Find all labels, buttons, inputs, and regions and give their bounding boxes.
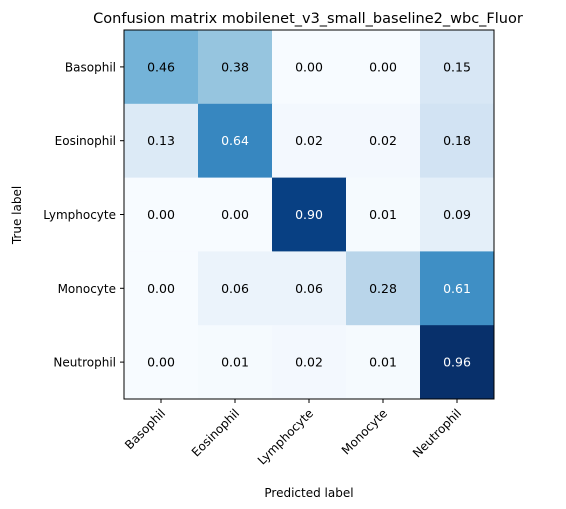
- cell-value-label: 0.00: [147, 207, 175, 222]
- cell-value-label: 0.01: [369, 207, 397, 222]
- cell-value-label: 0.13: [147, 133, 175, 148]
- cell-value-label: 0.01: [369, 355, 397, 370]
- cell-value-label: 0.90: [295, 207, 323, 222]
- cell-value-label: 0.00: [147, 281, 175, 296]
- y-tick-label: Lymphocyte: [43, 208, 116, 222]
- heatmap-cell: [124, 251, 199, 326]
- heatmap-cell: [346, 103, 421, 179]
- x-tick-label: Monocyte: [339, 406, 390, 457]
- cell-value-label: 0.15: [443, 59, 471, 74]
- heatmap-cell: [198, 325, 273, 400]
- cell-value-label: 0.38: [221, 59, 249, 74]
- cell-value-label: 0.18: [443, 133, 471, 148]
- heatmap-cell: [420, 177, 495, 252]
- x-tick-label: Eosinophil: [189, 406, 242, 459]
- cell-value-label: 0.61: [443, 281, 471, 296]
- heatmap-cell: [272, 103, 347, 179]
- heatmap-cell: [346, 325, 421, 400]
- x-tick-label: Lymphocyte: [255, 406, 316, 467]
- heatmap-cell: [198, 251, 273, 326]
- heatmap-cell: [124, 103, 199, 179]
- y-tick-label: Neutrophil: [53, 356, 116, 370]
- cell-value-label: 0.09: [443, 207, 471, 222]
- heatmap-cell: [420, 30, 495, 105]
- x-tick-label: Basophil: [122, 406, 168, 452]
- x-axis-label: Predicted label: [264, 486, 353, 500]
- heatmap-cell: [124, 177, 199, 252]
- heatmap-cell: [346, 177, 421, 252]
- cell-value-label: 0.06: [295, 281, 323, 296]
- cell-value-label: 0.02: [295, 133, 323, 148]
- cell-value-label: 0.02: [295, 355, 323, 370]
- y-tick-label: Eosinophil: [55, 134, 116, 148]
- heatmap-cell: [420, 325, 495, 400]
- cell-value-label: 0.96: [443, 355, 471, 370]
- heatmap-cell: [272, 30, 347, 105]
- heatmap-cell: [420, 103, 495, 179]
- cell-value-label: 0.28: [369, 281, 397, 296]
- x-axis-ticks: Basophil Eosinophil Lymphocyte Monocyte Neut…: [122, 399, 464, 468]
- heatmap-cell: [198, 103, 273, 179]
- cell-value-label: 0.64: [221, 133, 249, 148]
- heatmap-cell: [272, 325, 347, 400]
- heatmap-cell: [272, 177, 347, 252]
- heatmap-cell: [198, 30, 273, 105]
- heatmap-cell: [272, 251, 347, 326]
- cell-value-label: 0.00: [295, 59, 323, 74]
- x-tick-label: Neutrophil: [410, 406, 464, 460]
- cell-value-label: 0.02: [369, 133, 397, 148]
- cell-value-labels: 0.46 0.38 0.00 0.00 0.15 0.13 0.64 0.02 0.02 0.18…: [147, 59, 471, 369]
- y-tick-label: Basophil: [65, 60, 116, 74]
- cell-value-label: 0.00: [369, 59, 397, 74]
- cell-value-label: 0.01: [221, 355, 249, 370]
- y-tick-label: Monocyte: [58, 282, 116, 296]
- heatmap-cells: [124, 30, 495, 400]
- heatmap-cell: [198, 177, 273, 252]
- cell-value-label: 0.46: [147, 59, 175, 74]
- y-axis-label: True label: [10, 186, 24, 245]
- y-axis-ticks: Basophil Eosinophil Lymphocyte Monocyte Neut…: [43, 60, 124, 370]
- chart-title: Confusion matrix mobilenet_v3_small_base…: [93, 11, 523, 27]
- heatmap-cell: [124, 325, 199, 400]
- heatmap-cell: [420, 251, 495, 326]
- heatmap-cell: [346, 251, 421, 326]
- heatmap-cell: [346, 30, 421, 105]
- cell-value-label: 0.06: [221, 281, 249, 296]
- heatmap-cell: [124, 30, 199, 105]
- cell-value-label: 0.00: [147, 355, 175, 370]
- cell-value-label: 0.00: [221, 207, 249, 222]
